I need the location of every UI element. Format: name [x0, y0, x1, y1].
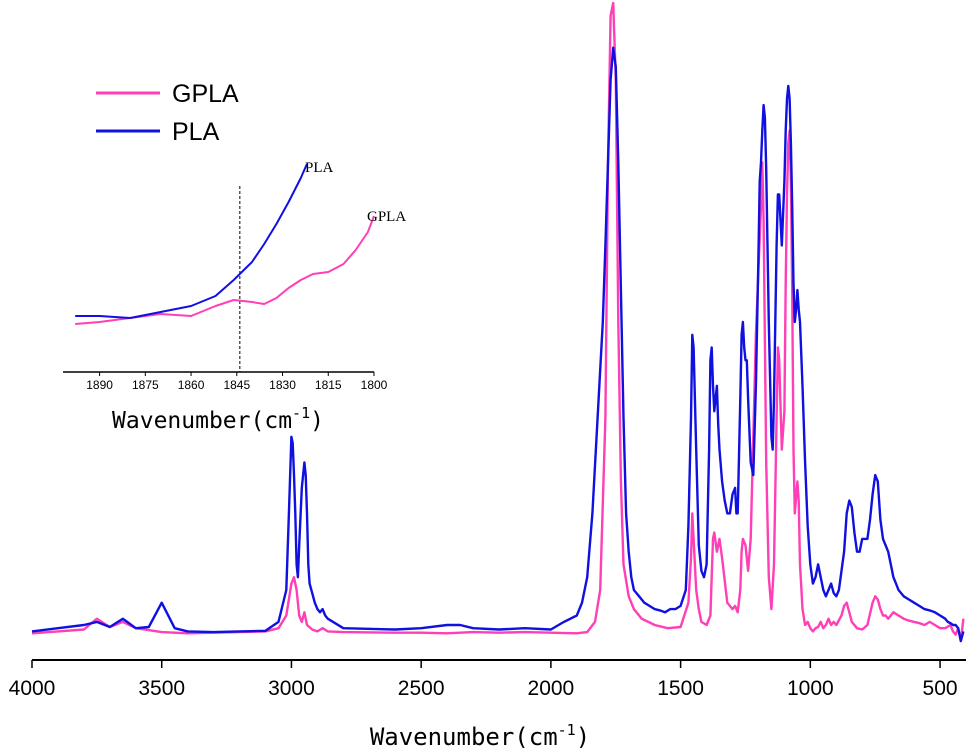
inset-plot-area [75, 163, 375, 325]
x-axis-title: Wavenumber(cm-1) [370, 721, 590, 751]
legend-label-gpla: GPLA [172, 80, 239, 108]
x-tick-label: 500 [923, 677, 958, 700]
inset-x-tick-label: 1890 [86, 378, 113, 392]
inset-x-axis-title-close: ) [310, 408, 324, 434]
x-tick-label: 2500 [398, 677, 445, 700]
inset-x-axis-title-text: Wavenumber(cm [112, 408, 292, 434]
inset-annotation-gpla: GPLA [367, 209, 406, 225]
inset-x-axis-ticks: 1890 1875 1860 1845 1830 1815 1800 [86, 372, 388, 392]
inset-annotation-pla: PLA [305, 160, 334, 176]
x-axis-title-text: Wavenumber(cm [370, 723, 558, 751]
x-tick-label: 4000 [9, 677, 56, 700]
x-axis-title-sup: -1 [558, 721, 576, 739]
series-line-pla [31, 46, 965, 643]
inset-x-tick-label: 1860 [178, 378, 205, 392]
x-tick-label: 1500 [657, 677, 704, 700]
legend-label-pla: PLA [172, 118, 220, 146]
x-tick-label: 3000 [268, 677, 315, 700]
inset-x-axis-title-sup: -1 [292, 404, 310, 422]
x-axis-title-close: ) [576, 723, 590, 751]
inset-x-axis-title: Wavenumber(cm-1) [112, 404, 324, 434]
inset-chart: 1890 1875 1860 1845 1830 1815 1800 PLA GPLA Wa… [63, 160, 406, 434]
inset-x-tick-label: 1830 [269, 378, 296, 392]
main-plot-area [31, 1, 965, 643]
x-tick-label: 1000 [787, 677, 834, 700]
x-tick-label: 2000 [528, 677, 575, 700]
inset-series-line-pla [75, 163, 308, 319]
x-tick-label: 3500 [138, 677, 185, 700]
inset-x-tick-label: 1800 [361, 378, 388, 392]
inset-x-tick-label: 1875 [132, 378, 159, 392]
legend: GPLA PLA [96, 80, 239, 146]
series-line-gpla [31, 1, 965, 643]
x-axis-ticks: 4000 3500 3000 2500 2000 1500 1000 500 [9, 660, 958, 700]
inset-x-tick-label: 1815 [315, 378, 342, 392]
inset-x-tick-label: 1845 [223, 378, 250, 392]
inset-series-line-gpla [75, 215, 375, 325]
